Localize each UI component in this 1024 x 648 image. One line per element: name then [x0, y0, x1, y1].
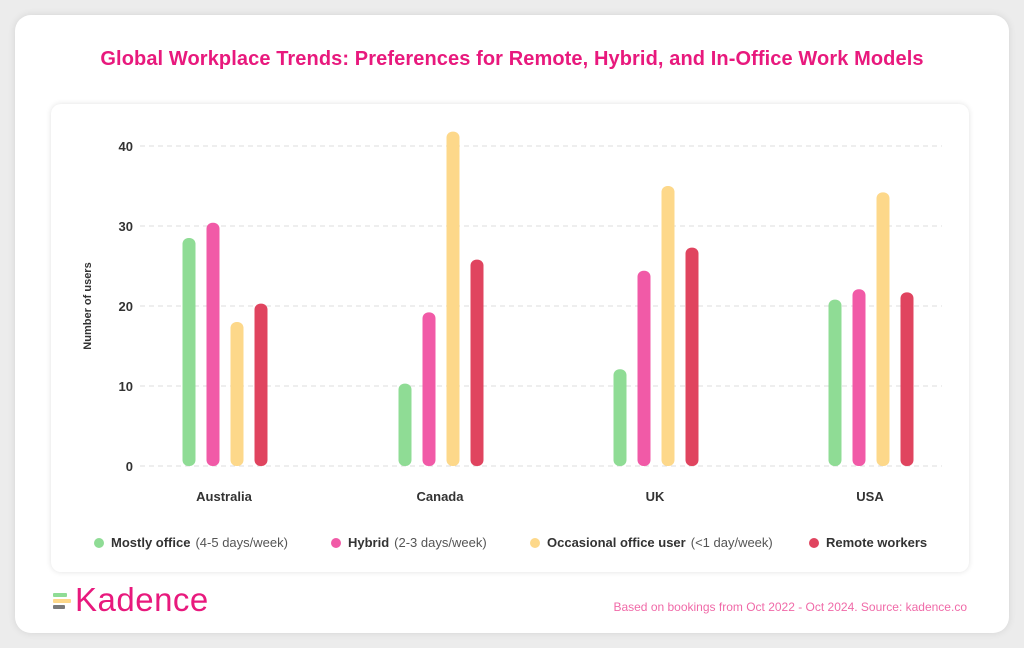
bar [852, 289, 866, 466]
legend-detail: (2-3 days/week) [394, 535, 487, 550]
y-axis-label: Number of users [82, 262, 94, 349]
bar [900, 292, 914, 466]
legend-dot-mostly-office [94, 537, 104, 548]
y-tick-label: 30 [119, 219, 133, 234]
bar [398, 383, 412, 466]
bar [254, 303, 268, 466]
source-note: Based on bookings from Oct 2022 - Oct 20… [613, 600, 967, 614]
brand-name: Kadence [75, 581, 209, 618]
bar [182, 238, 196, 466]
bar [661, 186, 675, 466]
x-tick-label: Australia [196, 489, 252, 504]
legend-dot-occasional [530, 537, 540, 548]
bar [206, 222, 220, 466]
legend-label: Mostly office [111, 535, 191, 550]
y-tick-label: 20 [119, 299, 133, 314]
legend-dot-hybrid [331, 537, 341, 548]
bar [637, 270, 651, 466]
bar [685, 247, 699, 466]
bar [876, 192, 890, 466]
logo-bar [53, 599, 71, 603]
x-tick-label: USA [856, 489, 884, 504]
chart-panel [51, 104, 969, 572]
legend-item-remote: Remote workers [809, 535, 932, 550]
legend-detail: (<1 day/week) [690, 535, 773, 550]
legend-item-occasional: Occasional office user (<1 day/week) [530, 535, 773, 550]
legend-detail: (4-5 days/week) [195, 535, 288, 550]
bar [230, 322, 244, 466]
kadence-mark-icon [53, 589, 73, 611]
legend-label: Hybrid [348, 535, 390, 550]
legend-label: Remote workers [826, 535, 928, 550]
bar [613, 369, 627, 466]
logo-bar [53, 605, 65, 609]
bar [470, 259, 484, 466]
y-tick-label: 0 [126, 459, 133, 474]
chart-title: Global Workplace Trends: Preferences for… [100, 48, 924, 70]
y-tick-label: 40 [119, 139, 133, 154]
bar [446, 131, 460, 466]
legend-dot-remote [809, 537, 819, 548]
x-tick-label: UK [646, 489, 665, 504]
bar [422, 312, 436, 466]
bar [828, 299, 842, 466]
legend-item-hybrid: Hybrid (2-3 days/week) [331, 535, 487, 550]
legend-item-mostly-office: Mostly office (4-5 days/week) [94, 535, 288, 550]
kadence-logo: Kadence [53, 580, 209, 620]
legend-label: Occasional office user [547, 535, 686, 550]
x-tick-label: Canada [417, 489, 465, 504]
logo-bar [53, 593, 67, 597]
legend: Mostly office (4-5 days/week) Hybrid (2-… [0, 535, 1024, 553]
y-tick-label: 10 [119, 379, 133, 394]
